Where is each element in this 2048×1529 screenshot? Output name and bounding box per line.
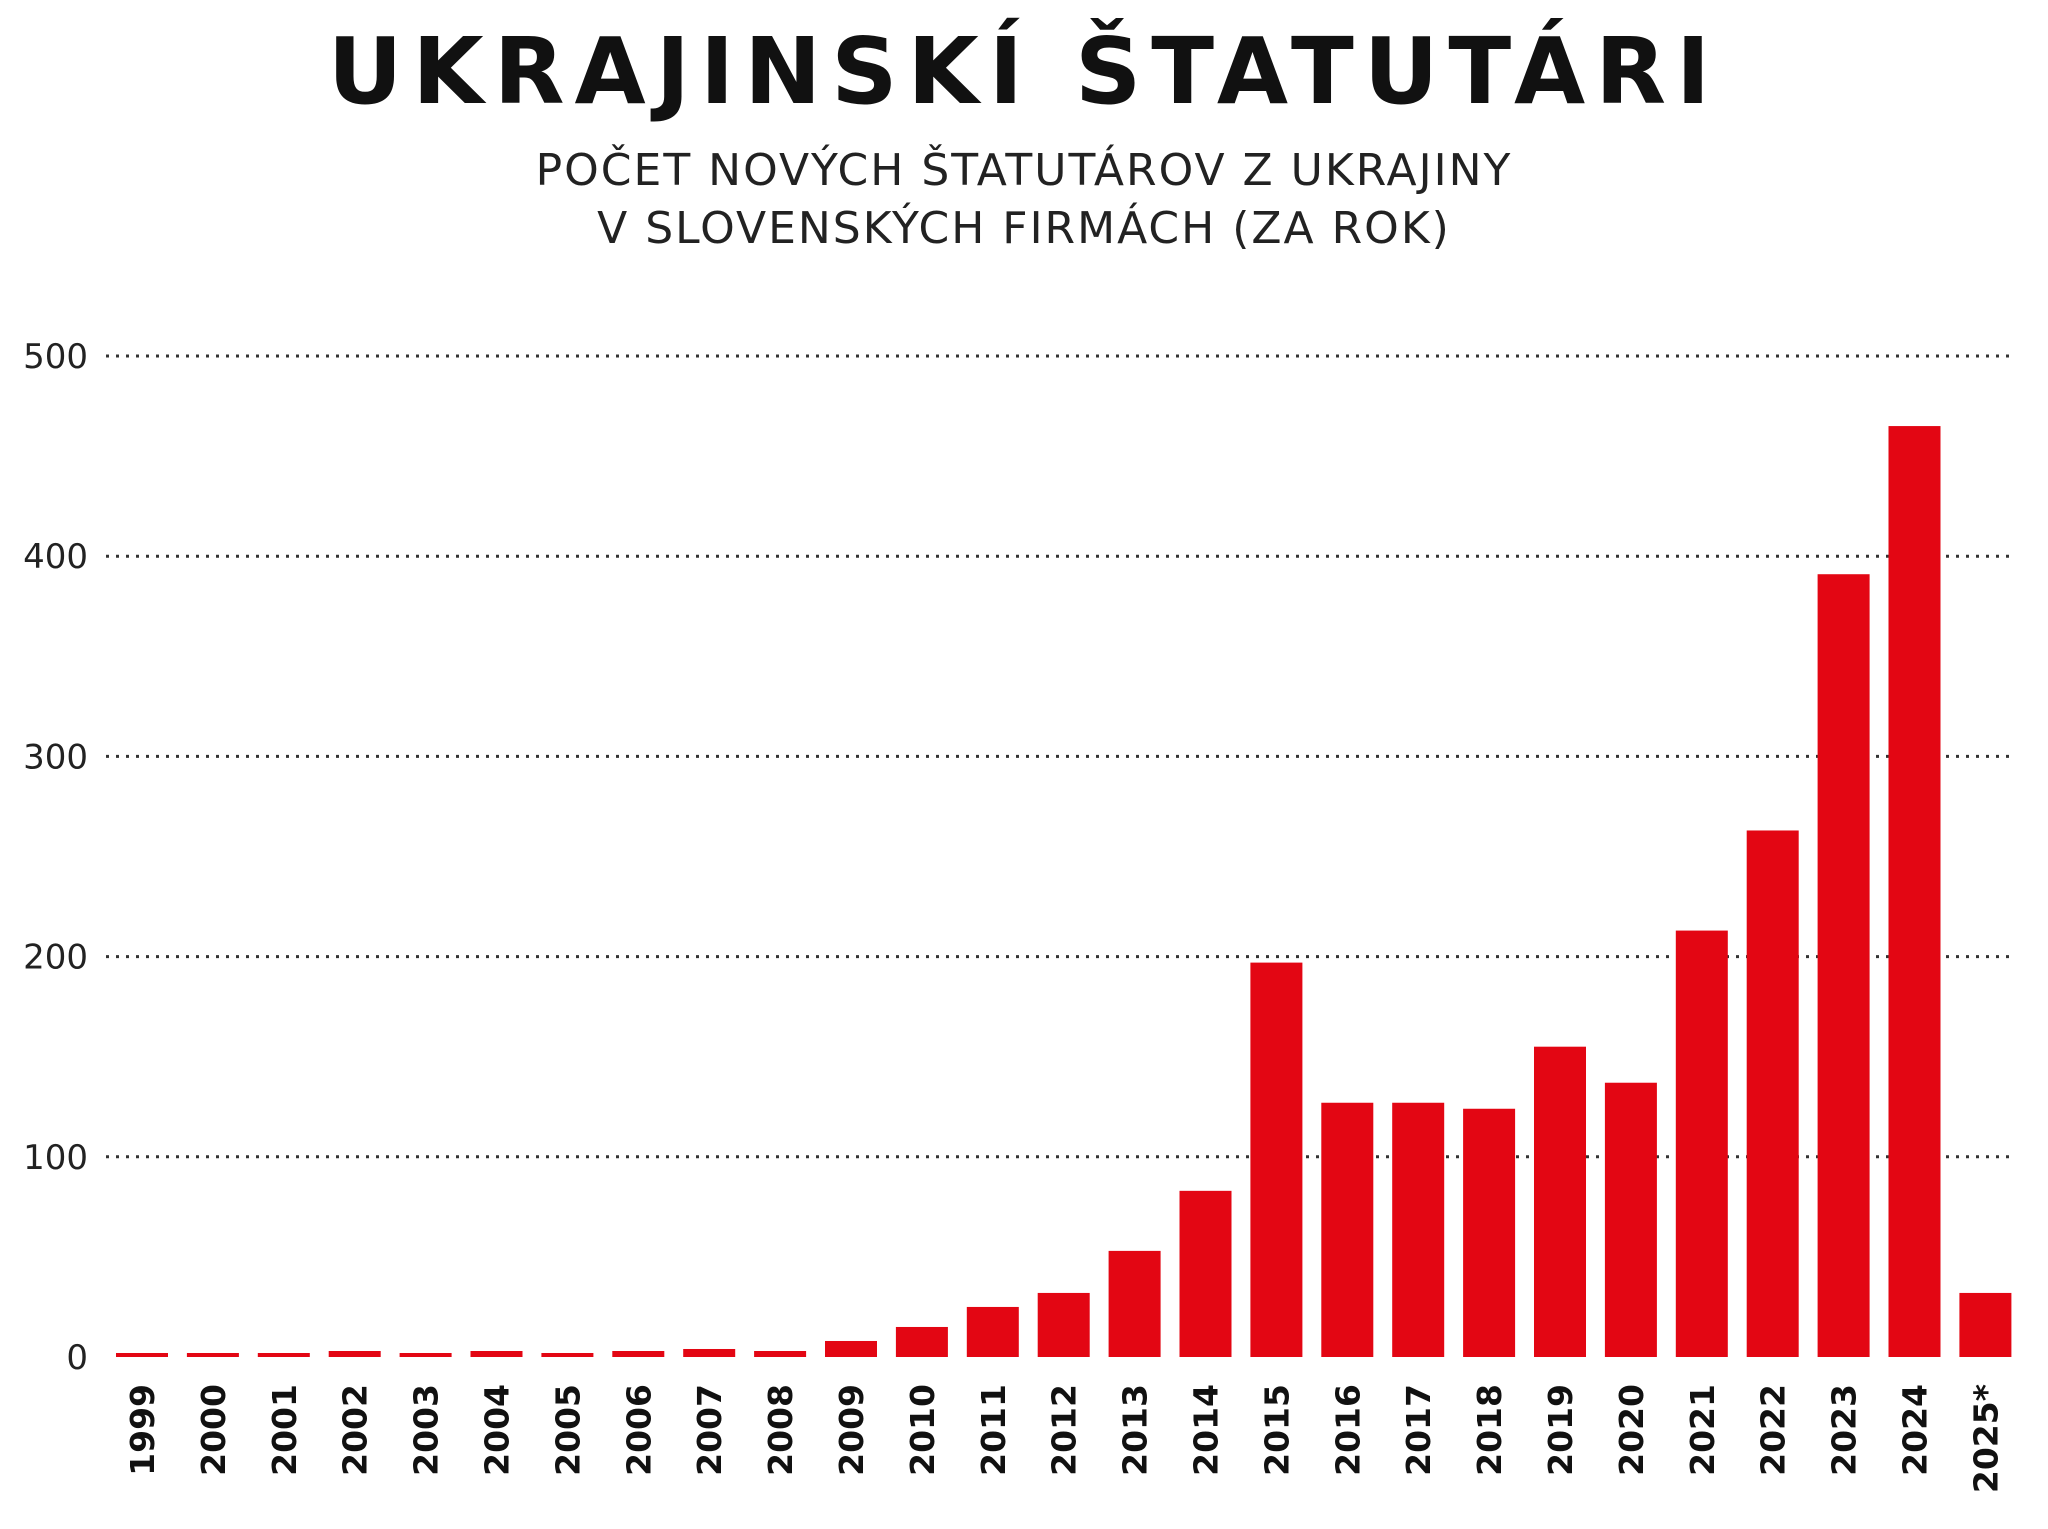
x-tick-label: 2016 [1328,1384,1367,1476]
y-tick-label: 200 [23,938,88,978]
bar-2013 [1108,1250,1161,1357]
bar-2017 [1392,1102,1445,1357]
bar-2002 [328,1350,381,1357]
x-tick-label: 2000 [194,1384,233,1476]
x-tick-label: 2023 [1825,1384,1864,1476]
x-tick-label: 2002 [336,1384,375,1476]
x-tick-label: 2021 [1683,1384,1722,1476]
y-tick-label: 0 [66,1338,88,1378]
bar-2009 [825,1340,877,1357]
x-tick-label: 2011 [974,1384,1013,1476]
bar-2019 [1534,1046,1586,1357]
bar-2001 [257,1352,310,1357]
y-tick-label: 500 [23,337,88,377]
x-tick-label: 2007 [690,1384,729,1476]
bar-2000 [186,1352,239,1357]
y-tick-label: 300 [23,737,88,777]
bar-2010 [895,1326,948,1357]
y-axis-ticks: 0 100 200 300 400 500 [23,337,88,1378]
y-tick-label: 400 [23,537,88,577]
bar-2006 [612,1350,665,1357]
x-tick-label: 2020 [1612,1384,1651,1476]
gridlines [106,354,2012,1159]
bar-2015 [1250,962,1303,1357]
bar-2021 [1675,930,1728,1357]
x-tick-label: 2022 [1754,1384,1793,1476]
bar-2003 [399,1352,452,1357]
bar-1999 [116,1352,168,1357]
x-tick-label: 2014 [1187,1384,1226,1476]
bar-2024 [1888,426,1941,1357]
x-tick-label: 2004 [478,1384,517,1476]
bar-2007 [683,1348,736,1357]
x-tick-label: 2025* [1966,1384,2005,1493]
x-tick-label: 2013 [1116,1384,1155,1476]
bar-2014 [1179,1190,1232,1357]
x-tick-label: 2006 [619,1384,658,1476]
bar-2018 [1463,1108,1516,1357]
x-tick-label: 2001 [265,1384,304,1476]
bar-2011 [966,1306,1019,1357]
x-tick-label: 2008 [761,1384,800,1476]
x-tick-label: 2009 [832,1384,871,1476]
bar-2012 [1037,1292,1090,1357]
y-tick-label: 100 [23,1138,88,1178]
x-tick-label: 2012 [1045,1384,1084,1476]
chart-subtitle-line-1: POČET NOVÝCH ŠTATUTÁROV Z UKRAJINY [535,145,1513,196]
x-tick-label: 2010 [903,1384,942,1476]
bar-2020 [1604,1082,1657,1357]
x-axis-ticks: 1999 2000 2001 2002 2003 2004 2005 2006 2007 2008… [123,1384,2005,1493]
x-tick-label: 2003 [407,1384,446,1476]
x-tick-label: 1999 [123,1384,162,1476]
bar-2008 [754,1350,807,1357]
bar-2004 [470,1350,523,1357]
x-tick-label: 2017 [1399,1384,1438,1476]
x-tick-label: 2018 [1470,1384,1509,1476]
x-tick-label: 2015 [1257,1384,1296,1476]
x-tick-label: 2005 [548,1384,587,1476]
bars [116,426,2012,1357]
x-tick-label: 2019 [1541,1384,1580,1476]
chart-subtitle-line-2: V SLOVENSKÝCH FIRMÁCH (ZA ROK) [597,203,1451,254]
bar-2022 [1746,830,1799,1357]
bar-2023 [1817,574,1870,1357]
x-tick-label: 2024 [1896,1384,1935,1476]
bar-2005 [541,1352,594,1357]
bar-2025-star [1959,1292,2012,1357]
chart-title: UKRAJINSKÍ ŠTATUTÁRI [327,18,1721,125]
bar-2016 [1321,1102,1374,1357]
